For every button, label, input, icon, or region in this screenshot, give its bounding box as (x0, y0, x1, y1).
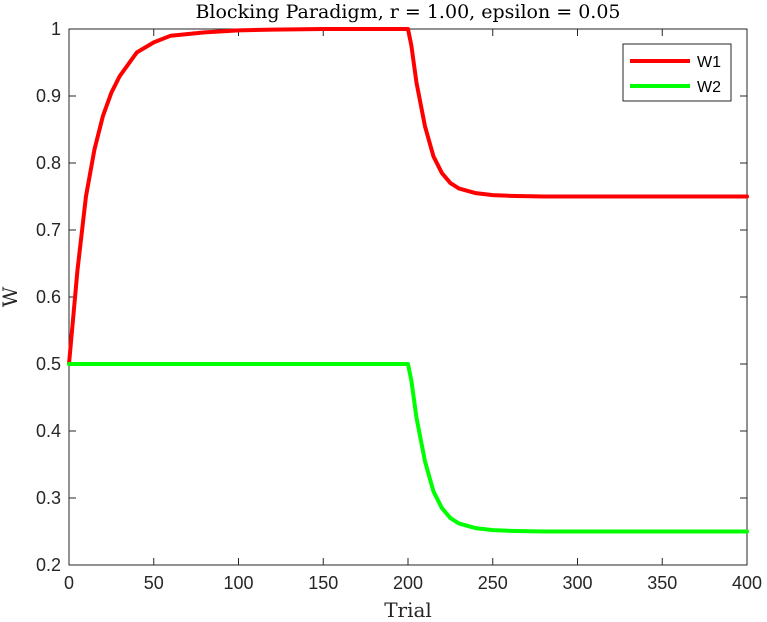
x-axis-label: Trial (384, 598, 432, 622)
legend-label-w1: W1 (697, 54, 721, 71)
legend-box (622, 43, 732, 102)
x-tick-label: 50 (144, 573, 164, 593)
legend-label-w2: W2 (697, 79, 721, 96)
x-tick-label: 250 (478, 573, 508, 593)
x-tick-label: 150 (308, 573, 338, 593)
y-tick-label: 0.5 (36, 354, 61, 374)
chart-title: Blocking Paradigm, r = 1.00, epsilon = 0… (195, 1, 620, 23)
x-tick-label: 100 (223, 573, 253, 593)
series-line-w2 (67, 362, 749, 534)
y-axis: 0.2 0.3 0.4 0.5 0.6 0.7 0.8 0.9 1 (36, 19, 747, 575)
y-tick-label: 0.7 (36, 220, 61, 240)
y-tick-label: 0.2 (36, 555, 61, 575)
legend: W1 W2 (622, 43, 732, 102)
series-layer (67, 27, 749, 534)
y-tick-label: 0.3 (36, 488, 61, 508)
y-tick-label: 1 (51, 19, 61, 39)
x-axis: 0 50 100 150 200 250 300 350 400 (64, 29, 762, 593)
y-axis-label: W (0, 286, 22, 307)
x-tick-label: 300 (562, 573, 592, 593)
x-tick-label: 350 (647, 573, 677, 593)
y-tick-label: 0.6 (36, 287, 61, 307)
x-tick-label: 0 (64, 573, 74, 593)
plot-area (68, 28, 748, 566)
y-tick-label: 0.9 (36, 86, 61, 106)
y-tick-label: 0.8 (36, 153, 61, 173)
x-tick-label: 400 (732, 573, 762, 593)
y-tick-label: 0.4 (36, 421, 61, 441)
series-line-w1 (67, 27, 749, 366)
x-tick-label: 200 (393, 573, 423, 593)
